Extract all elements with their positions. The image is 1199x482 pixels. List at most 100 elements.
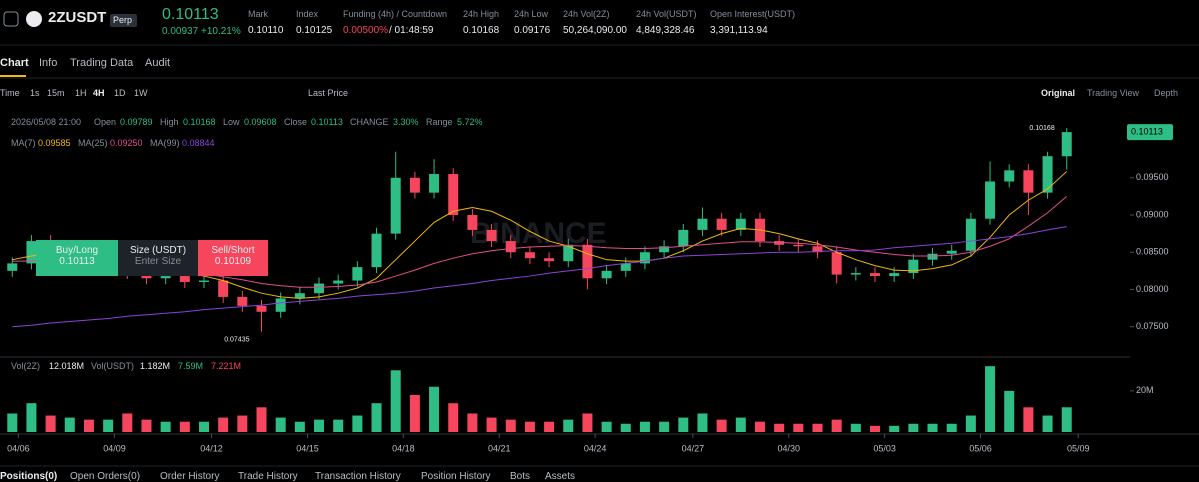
candle-body <box>505 241 516 253</box>
candle-body <box>716 218 727 230</box>
candle-body <box>850 273 861 275</box>
candle-body <box>965 218 976 251</box>
legend-label: Range <box>426 117 453 127</box>
volume-bar <box>563 419 574 432</box>
candle-body <box>812 246 823 253</box>
candle-body <box>390 177 401 234</box>
size-input[interactable]: Size (USDT) Enter Size <box>118 240 198 276</box>
candle-body <box>1023 170 1034 193</box>
candle-body <box>179 276 190 283</box>
x-tick-label: 04/30 <box>777 443 800 453</box>
legend-label: Open <box>94 117 117 127</box>
tab[interactable]: Audit <box>145 57 171 69</box>
volume-bar <box>294 421 305 432</box>
bottom-tab[interactable]: Position History <box>421 471 491 482</box>
volume-bar <box>639 421 650 432</box>
candle-body <box>735 218 746 230</box>
interval: Time <box>0 88 20 98</box>
volume-bar <box>831 419 842 432</box>
stat-value: 0.09176 <box>514 25 551 36</box>
candle-body <box>946 250 957 254</box>
candle-body <box>294 293 305 299</box>
symbol[interactable]: 2ZUSDT <box>48 9 107 26</box>
stat-label: 24h Vol(2Z) <box>563 9 610 19</box>
volume-bar <box>678 417 689 432</box>
bottom-tab[interactable]: Assets <box>545 471 576 482</box>
x-tick-label: 04/21 <box>488 443 511 453</box>
price-type[interactable]: Last Price <box>308 88 349 98</box>
sell-label: Sell/Short <box>211 245 255 256</box>
ma-line <box>12 226 1067 328</box>
volume-bar <box>697 413 708 432</box>
ma-name: MA(7) <box>11 138 36 148</box>
volume-bar <box>1004 390 1015 432</box>
tab[interactable]: Info <box>39 57 58 69</box>
price: 0.10113 <box>162 6 219 23</box>
sell-button[interactable]: Sell/Short 0.10109 <box>198 240 268 276</box>
candle-body <box>352 267 363 281</box>
buy-label: Buy/Long <box>55 245 99 256</box>
buy-price: 0.10113 <box>59 256 95 267</box>
candle-body <box>524 252 535 259</box>
interval[interactable]: 1H <box>75 88 87 98</box>
bottom-tab[interactable]: Order History <box>160 471 220 482</box>
view-option[interactable]: Original <box>1041 88 1076 98</box>
volume-bar <box>237 415 248 432</box>
x-tick-label: 04/18 <box>392 443 415 453</box>
volume-bar <box>1042 415 1053 432</box>
stat-label: Funding (4h) / Countdown <box>343 9 448 19</box>
volume-bar <box>1061 407 1072 432</box>
candle-body <box>218 280 229 297</box>
volume-bar <box>965 415 976 432</box>
volume-bar <box>889 425 900 432</box>
interval[interactable]: 1s <box>30 88 40 98</box>
badge-bg <box>110 14 137 27</box>
candle-body <box>620 263 631 271</box>
stat-value: 0.10110 <box>248 25 284 36</box>
legend-label: Close <box>284 117 308 127</box>
legend-label: Low <box>223 117 240 127</box>
bottom-tab[interactable]: Bots <box>510 471 531 482</box>
volume-bar <box>946 423 957 432</box>
candle-body <box>889 273 900 277</box>
legend-value: 3.30% <box>393 117 419 127</box>
high-label: 0.10168 <box>1029 125 1054 132</box>
sell-price: 0.10109 <box>214 256 252 267</box>
vol-legend: 12.018M <box>49 361 85 371</box>
y-tick-label: 0.09000 <box>1136 209 1169 219</box>
bottom-tab[interactable]: Positions(0) <box>0 471 58 482</box>
bottom-tab[interactable]: Open Orders(0) <box>70 471 141 482</box>
view-option[interactable]: Trading View <box>1087 88 1140 98</box>
interval[interactable]: 1W <box>134 88 148 98</box>
volume-bar <box>7 413 18 432</box>
view-option[interactable]: Depth <box>1154 88 1179 98</box>
y-tick-label: 0.08000 <box>1136 284 1169 294</box>
vol-legend: 7.221M <box>211 361 242 371</box>
star-icon[interactable] <box>3 11 19 27</box>
candle-body <box>409 177 420 193</box>
volume-bar <box>793 423 804 432</box>
stat-label: Index <box>296 9 319 19</box>
interval[interactable]: 1D <box>114 88 126 98</box>
volume-bar <box>812 423 823 432</box>
volume-bar <box>620 423 631 432</box>
interval[interactable]: 15m <box>47 88 65 98</box>
bottom-tab[interactable]: Trade History <box>238 471 298 482</box>
interval[interactable]: 4H <box>93 88 105 98</box>
candle-body <box>697 218 708 230</box>
bottom-tab[interactable]: Transaction History <box>315 471 401 482</box>
order-panel: Buy/Long 0.10113 Size (USDT) Enter Size Se… <box>36 240 278 276</box>
tab[interactable]: Trading Data <box>70 57 134 69</box>
buy-button[interactable]: Buy/Long 0.10113 <box>36 240 118 276</box>
candle-body <box>985 181 996 219</box>
volume-bar <box>179 421 190 432</box>
ma-value: 0.09250 <box>110 138 143 148</box>
candle-body <box>371 233 382 268</box>
candle-body <box>927 253 938 260</box>
candle-body <box>314 283 325 294</box>
tab[interactable]: Chart <box>0 57 29 69</box>
volume-bar <box>275 417 286 432</box>
volume-bar <box>716 419 727 432</box>
legend-date: 2026/05/08 21:00 <box>11 117 82 127</box>
